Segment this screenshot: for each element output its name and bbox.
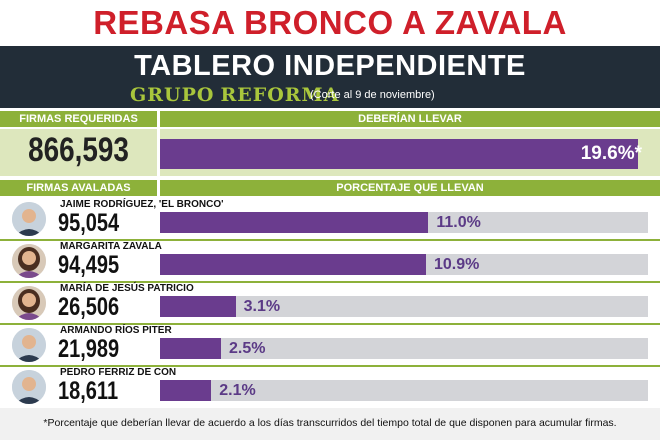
required-bar-label: 19.6%* (580, 143, 642, 164)
row-divider (0, 365, 660, 367)
candidate-signatures: 21,989 (58, 335, 120, 363)
header-endorsed: FIRMAS AVALADAS (0, 180, 157, 196)
candidate-signatures: 18,611 (58, 377, 119, 405)
person-man-icon (12, 328, 46, 362)
percent-label: 3.1% (243, 298, 281, 315)
percent-label: 2.1% (219, 382, 256, 399)
candidate-name: JAIME RODRÍGUEZ, 'EL BRONCO' (60, 199, 224, 210)
title-banner: TABLERO INDEPENDIENTE GRUPO REFORMA (Cort… (0, 46, 660, 108)
header-should-have: DEBERÍAN LLEVAR (160, 111, 660, 127)
percent-bar (160, 338, 221, 359)
percent-bar (160, 380, 212, 401)
percent-bar (160, 212, 429, 233)
brand-part-2: REFORMA (220, 84, 340, 106)
brand-part-1: GRUPO (130, 84, 215, 106)
cutoff-date: (Corte al 9 de noviembre) (310, 89, 435, 101)
row-divider (0, 239, 660, 241)
headline: REBASA BRONCO A ZAVALA (93, 4, 567, 41)
bar-track (160, 338, 648, 359)
person-woman-icon (12, 286, 46, 320)
candidate-name: PEDRO FERRIZ DE CON (60, 367, 177, 378)
candidate-row: JAIME RODRÍGUEZ, 'EL BRONCO' 95,054 11.0% (0, 199, 660, 239)
required-bar (160, 139, 639, 169)
candidate-row: PEDRO FERRIZ DE CON 18,611 2.1% (0, 367, 660, 407)
footnote: *Porcentaje que deberían llevar de acuer… (0, 408, 660, 440)
row-divider (0, 281, 660, 283)
candidate-signatures: 95,054 (58, 209, 120, 237)
candidate-signatures: 26,506 (58, 293, 120, 321)
person-man-icon (12, 202, 46, 236)
percent-label: 11.0% (436, 214, 481, 231)
banner-title: TABLERO INDEPENDIENTE (134, 50, 526, 82)
percent-bar (160, 296, 236, 317)
candidate-name: ARMANDO RÍOS PITER (60, 325, 172, 336)
candidate-signatures: 94,495 (58, 251, 120, 279)
person-woman-icon (12, 244, 46, 278)
percent-label: 2.5% (229, 340, 266, 357)
candidate-row: MARÍA DE JESÚS PATRICIO 26,506 3.1% (0, 283, 660, 323)
candidate-row: MARGARITA ZAVALA 94,495 10.9% (0, 241, 660, 281)
candidate-name: MARGARITA ZAVALA (60, 241, 162, 252)
percent-label: 10.9% (433, 256, 480, 273)
header-required: FIRMAS REQUERIDAS (0, 111, 157, 127)
brand-logo: GRUPO REFORMA (130, 84, 339, 106)
bar-track (160, 296, 648, 317)
percent-bar (160, 254, 426, 275)
required-box (0, 129, 157, 176)
candidate-name: MARÍA DE JESÚS PATRICIO (60, 283, 194, 294)
header-percent: PORCENTAJE QUE LLEVAN (160, 180, 660, 196)
required-signatures: 866,593 (28, 131, 129, 169)
bar-track (160, 380, 648, 401)
person-man-icon (12, 370, 46, 404)
candidate-row: ARMANDO RÍOS PITER 21,989 2.5% (0, 325, 660, 365)
row-divider (0, 323, 660, 325)
